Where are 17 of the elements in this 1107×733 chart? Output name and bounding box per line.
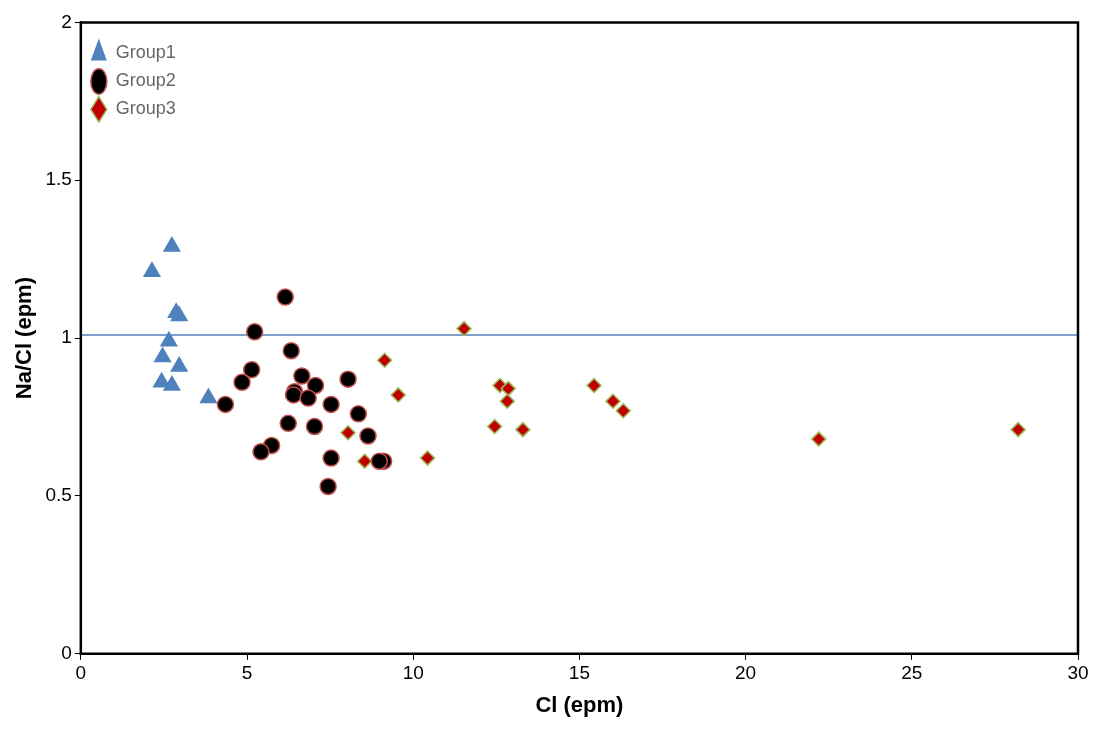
x-tick-label: 20 (735, 662, 757, 684)
y-tick-label: 0.5 (45, 484, 72, 506)
x-tick-label: 30 (1067, 662, 1089, 684)
x-tick-label: 25 (901, 662, 923, 684)
legend-label: Group3 (115, 98, 176, 119)
legend-label: Group1 (115, 42, 176, 63)
y-axis-title: Na/Cl (epm) (11, 276, 37, 400)
x-axis-title: Cl (epm) (535, 691, 624, 717)
y-tick-label: 1.5 (45, 168, 72, 190)
legend-label: Group2 (115, 70, 176, 91)
x-tick-label: 15 (568, 662, 590, 684)
y-tick-label: 2 (61, 10, 72, 32)
x-tick-label: 5 (241, 662, 253, 684)
x-tick-label: 0 (75, 662, 87, 684)
y-tick-label: 0 (61, 642, 72, 664)
y-tick-label: 1 (61, 326, 72, 348)
x-tick-label: 10 (402, 662, 424, 684)
